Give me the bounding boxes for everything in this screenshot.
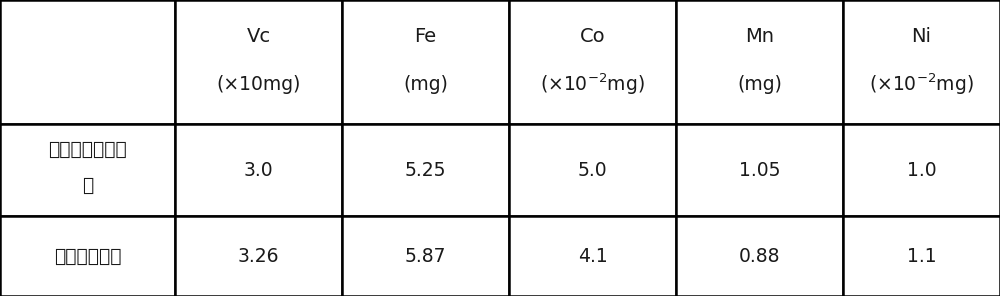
Bar [175,124,342,216]
Bar [843,216,1000,296]
Bar [342,0,509,124]
Bar [0,124,175,216]
Text: Co: Co [580,28,605,46]
Text: Ni: Ni [912,28,932,46]
Bar [175,216,342,296]
Text: Vc: Vc [246,28,271,46]
Text: ($\times$10$^{-2}$mg): ($\times$10$^{-2}$mg) [869,72,974,97]
Bar [676,124,843,216]
Bar [509,0,676,124]
Text: 3.26: 3.26 [238,247,279,266]
Text: 1.0: 1.0 [907,161,936,180]
Text: 每人日摄入目标: 每人日摄入目标 [48,140,127,159]
Text: Mn: Mn [745,28,774,46]
Bar [843,124,1000,216]
Text: 1.1: 1.1 [907,247,936,266]
Bar [0,216,175,296]
Text: 1.05: 1.05 [739,161,780,180]
Text: (mg): (mg) [403,75,448,94]
Text: 5.25: 5.25 [405,161,446,180]
Text: 量: 量 [82,176,93,194]
Text: 复合营养果汁: 复合营养果汁 [54,247,121,266]
Text: (×10mg): (×10mg) [216,75,301,94]
Text: ($\times$10$^{-2}$mg): ($\times$10$^{-2}$mg) [540,72,645,97]
Text: 3.0: 3.0 [244,161,273,180]
Text: 5.0: 5.0 [578,161,607,180]
Bar [676,0,843,124]
Bar [676,216,843,296]
Bar [843,0,1000,124]
Text: 5.87: 5.87 [405,247,446,266]
Bar [175,0,342,124]
Text: 0.88: 0.88 [739,247,780,266]
Bar [509,216,676,296]
Text: 4.1: 4.1 [578,247,607,266]
Bar [0,0,175,124]
Text: Fe: Fe [414,28,437,46]
Bar [509,124,676,216]
Bar [342,216,509,296]
Text: (mg): (mg) [737,75,782,94]
Bar [342,124,509,216]
